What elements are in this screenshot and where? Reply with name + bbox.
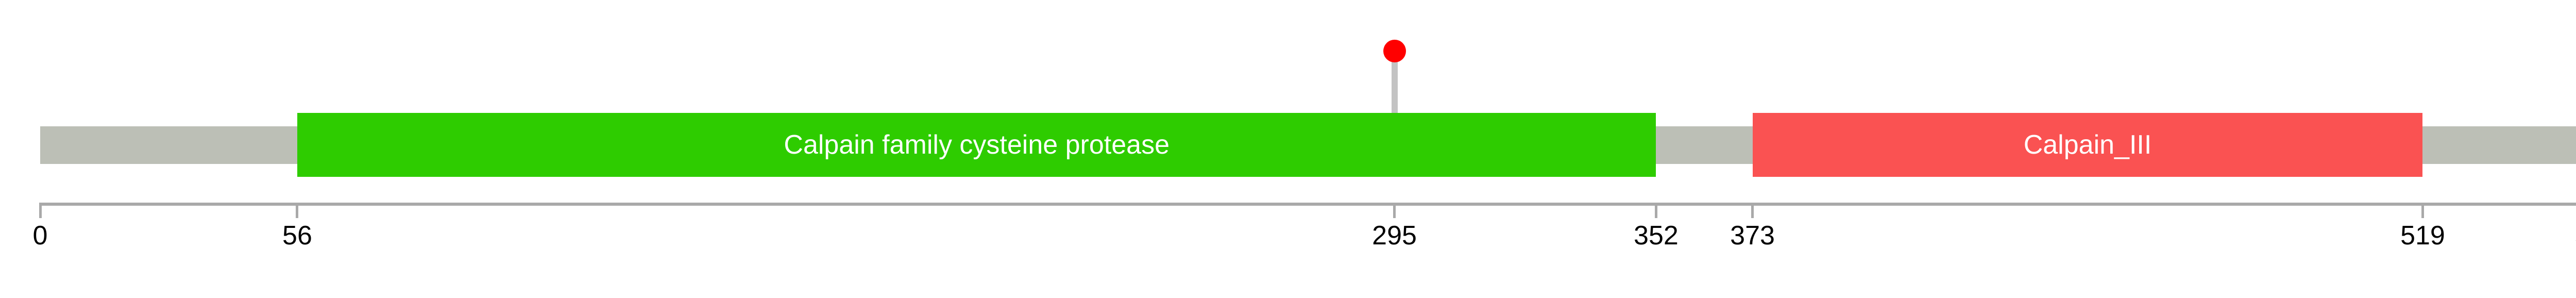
marker-stem-295 [1391, 51, 1398, 113]
axis-tick-373 [1751, 203, 1754, 218]
axis-tick-0 [39, 203, 42, 218]
domain-label-calpain-iii: Calpain_III [2023, 130, 2152, 160]
axis-tick-label-295: 295 [1372, 221, 1417, 251]
axis-tick-label-56: 56 [282, 221, 312, 251]
axis-tick-295 [1393, 203, 1396, 218]
axis-tick-519 [2421, 203, 2424, 218]
axis-tick-label-373: 373 [1730, 221, 1775, 251]
axis-tick-label-557: 557 [2575, 220, 2576, 252]
domain-box-calpain-family-cysteine-protease[interactable]: Calpain family cysteine protease [297, 113, 1656, 177]
marker-dot-295[interactable] [1383, 40, 1406, 62]
axis-tick-label-352: 352 [1634, 221, 1679, 251]
axis-tick-352 [1654, 203, 1657, 218]
domain-box-calpain-iii[interactable]: Calpain_III [1752, 113, 2423, 177]
axis-line [40, 203, 2576, 206]
axis-tick-label-519: 519 [2400, 221, 2445, 251]
axis-tick-56 [296, 203, 299, 218]
domain-label-calpain-family-cysteine-protease: Calpain family cysteine protease [784, 130, 1170, 160]
axis-tick-label-0: 0 [32, 221, 48, 251]
